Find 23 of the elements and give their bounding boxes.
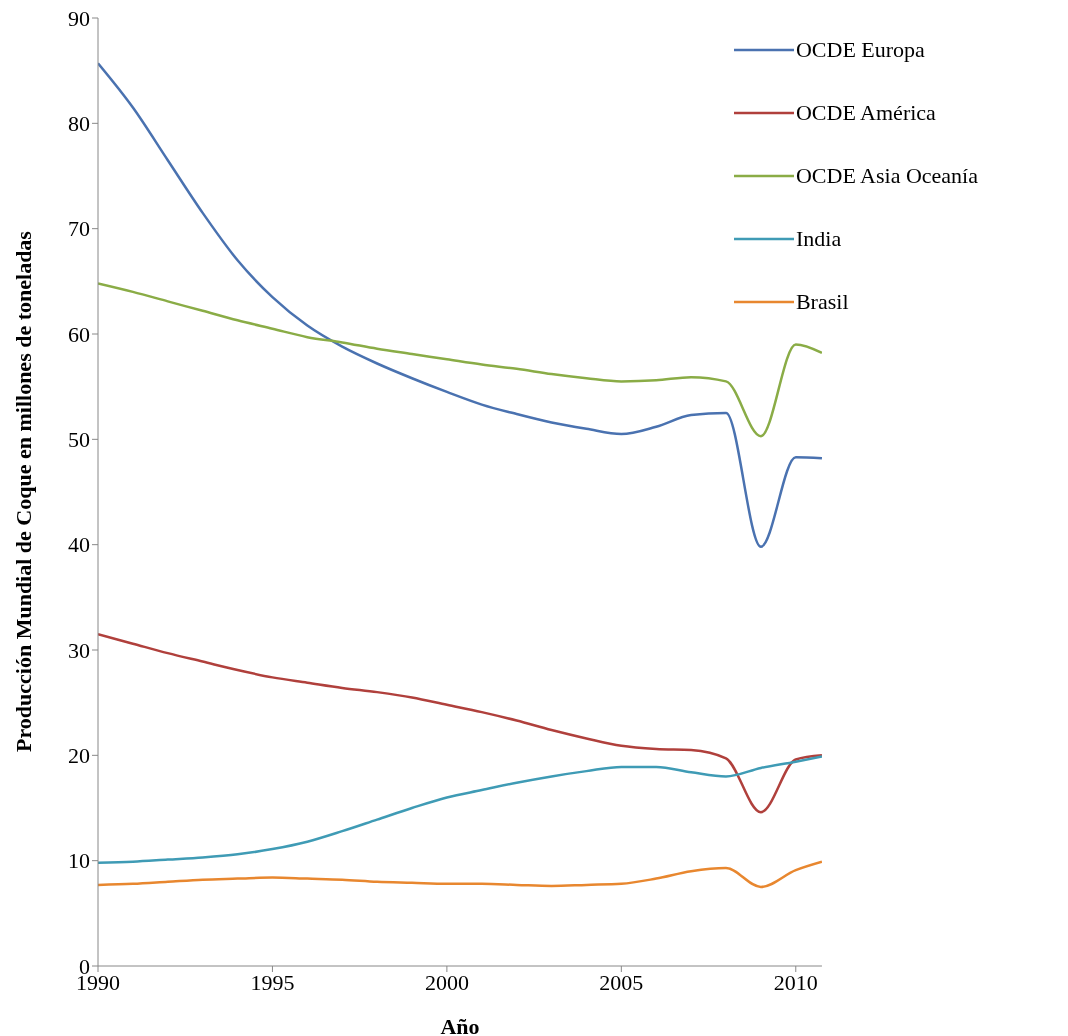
x-tick-label: 2000	[424, 969, 469, 995]
y-tick-label: 20	[68, 743, 90, 769]
y-tick-label: 10	[68, 848, 90, 874]
line-series	[98, 632, 822, 814]
y-tick-label: 70	[68, 216, 90, 242]
y-tick-label: 60	[68, 321, 90, 347]
line-series	[98, 755, 822, 865]
x-tick-label: 2005	[599, 969, 644, 995]
y-tick-label: 90	[68, 5, 90, 31]
y-axis-title: Producción Mundial de Coque en millones de toneladas	[10, 230, 36, 752]
line-series	[98, 860, 822, 889]
y-tick-label: 40	[68, 532, 90, 558]
x-tick-label: 2010	[773, 969, 818, 995]
legend-label: Brasil	[795, 288, 849, 315]
x-tick-label: 1995	[250, 969, 295, 995]
y-tick-label: 80	[68, 111, 90, 137]
x-axis-title: Año	[440, 1014, 480, 1036]
y-tick-label: 50	[68, 427, 90, 453]
legend-label: OCDE América	[795, 99, 936, 126]
y-tick-label: 30	[68, 637, 90, 663]
legend-label: OCDE Europa	[795, 36, 925, 63]
legend-label: OCDE Asia Oceanía	[795, 162, 978, 189]
legend-label: India	[795, 225, 842, 252]
